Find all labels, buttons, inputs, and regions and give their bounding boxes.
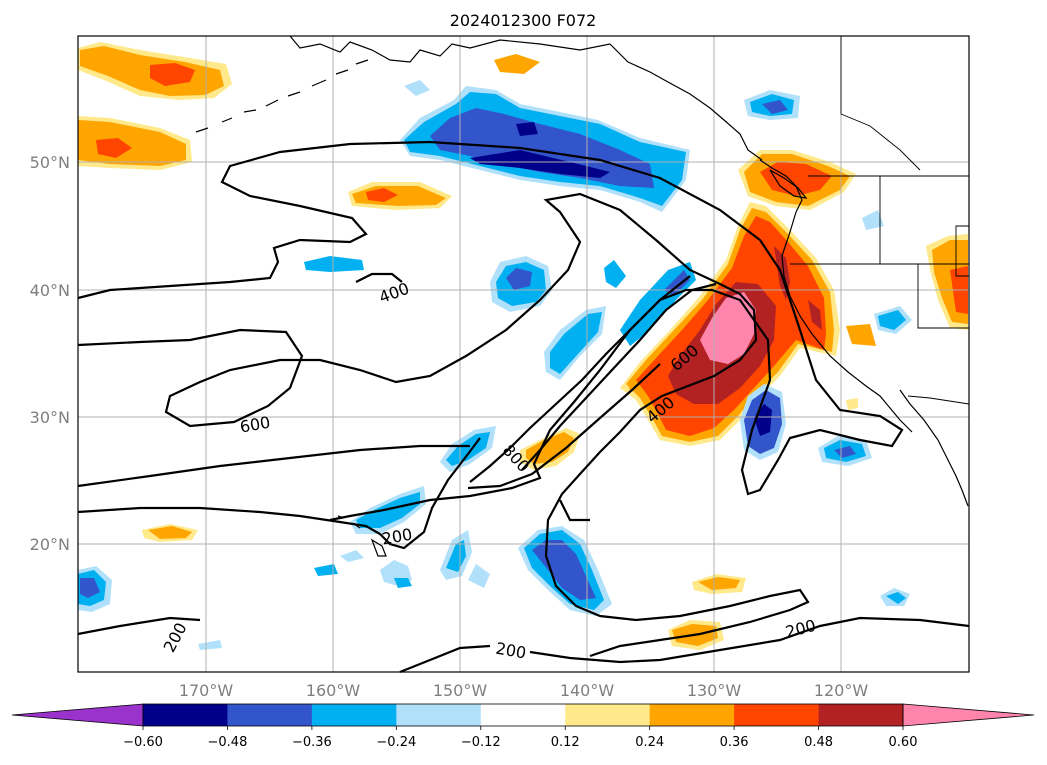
- neg-anomaly-patch: [470, 150, 610, 178]
- colorbar-tick-label: 0.12: [551, 735, 580, 750]
- colorbar-tick-label: 0.24: [635, 735, 664, 750]
- map-title: 2024012300 F072: [450, 11, 597, 30]
- contour-line: [521, 282, 717, 471]
- us-west-coast: [781, 211, 913, 433]
- contour-line: [559, 499, 590, 522]
- pos-anomaly-patch: [808, 300, 822, 330]
- map-frame: [77, 35, 970, 673]
- anomaly-shading: [78, 42, 968, 650]
- contour-line: [77, 616, 201, 636]
- neg-anomaly-patch: [878, 310, 906, 330]
- colorbar-segment: [480, 704, 566, 726]
- colorbar-segment: [396, 704, 482, 726]
- pos-anomaly-patch: [760, 162, 832, 196]
- colorbar-tick-label: 0.36: [720, 735, 749, 750]
- graticule: [78, 36, 969, 672]
- neg-anomaly-patch: [404, 80, 430, 96]
- aleutian-islands: [195, 59, 369, 133]
- colorbar-tick-label: −0.36: [292, 735, 332, 750]
- neg-anomaly-patch: [506, 268, 532, 290]
- longitude-label: 170°W: [179, 681, 234, 700]
- longitude-axis: 170°W 160°W 150°W 140°W 130°W 120°W: [179, 681, 869, 700]
- neg-anomaly-patch: [468, 564, 490, 588]
- longitude-label: 130°W: [687, 681, 742, 700]
- neg-anomaly-patch: [340, 550, 364, 562]
- contour-line: [529, 616, 970, 664]
- colorbar-outline: [142, 703, 904, 727]
- neg-anomaly-patch: [886, 592, 906, 604]
- pos-anomaly-patch: [628, 380, 638, 392]
- pos-anomaly-patch: [366, 188, 398, 202]
- contour-line: [355, 272, 403, 283]
- longitude-label: 140°W: [560, 681, 615, 700]
- alaska-canada-border: [840, 36, 921, 171]
- neg-anomaly-patch: [314, 564, 338, 576]
- neg-anomaly-patch: [198, 640, 222, 650]
- colorbar-tick-label: 0.48: [804, 735, 833, 750]
- contour-line: [544, 283, 810, 658]
- longitude-label: 150°W: [433, 681, 488, 700]
- latitude-label: 50°N: [30, 153, 70, 172]
- colorbar-tick-label: −0.24: [376, 735, 416, 750]
- pos-anomaly-patch: [846, 398, 858, 410]
- pos-anomaly-patch: [698, 577, 740, 590]
- neg-anomaly-patch: [550, 312, 602, 374]
- contour-line: [77, 437, 481, 550]
- latitude-label: 40°N: [30, 281, 70, 300]
- us-state-borders: [790, 176, 970, 329]
- colorbar-segment: [143, 704, 228, 726]
- neg-anomaly-patch: [604, 260, 626, 288]
- pos-anomaly-patch: [846, 324, 876, 346]
- colorbar-tick-label: −0.60: [123, 735, 163, 750]
- bc-coast: [759, 159, 803, 213]
- baja-coast: [899, 389, 969, 507]
- political-borders: [790, 36, 970, 405]
- neg-anomaly-patch: [516, 122, 538, 136]
- colorbar-segment: [565, 704, 651, 726]
- contour-line: [467, 363, 661, 490]
- colorbar-tick-label: −0.12: [461, 735, 501, 750]
- neg-anomaly-patch: [446, 540, 466, 572]
- contour-lines: [77, 140, 970, 674]
- us-mexico-border: [907, 395, 970, 405]
- map-panel: 400 600 600 400 800 200 200 200 200: [77, 35, 970, 674]
- alaska-coast: [289, 35, 763, 161]
- contour-line: [469, 275, 691, 483]
- colorbar-extend-min: [11, 703, 144, 727]
- colorbar-tick-label: −0.48: [208, 735, 248, 750]
- neg-anomaly-patch: [394, 578, 412, 588]
- pos-anomaly-patch: [494, 54, 540, 74]
- colorbar-extend-max: [902, 703, 1035, 727]
- longitude-label: 160°W: [306, 681, 361, 700]
- pos-anomaly-patch: [150, 63, 195, 86]
- neg-anomaly-patch: [304, 256, 364, 272]
- contour-line: [399, 644, 491, 674]
- neg-anomaly-patch: [834, 446, 856, 458]
- contour-line: [77, 444, 470, 488]
- colorbar-segment: [649, 704, 735, 726]
- colorbar-segment: [734, 704, 820, 726]
- longitude-label: 120°W: [814, 681, 869, 700]
- pos-anomaly-patch: [96, 138, 132, 158]
- pos-anomaly-patch: [148, 526, 192, 539]
- neg-anomaly-patch: [762, 100, 788, 114]
- vancouver-island: [769, 169, 808, 199]
- colorbar-tick-label: 0.60: [889, 735, 918, 750]
- colorbar: −0.60 −0.48 −0.36 −0.24 −0.12 0.12 0.24 0.36 0.4…: [11, 703, 1035, 750]
- neg-anomaly-patch: [862, 210, 884, 230]
- colorbar-segment: [818, 704, 904, 726]
- colorbar-segment: [311, 704, 397, 726]
- neg-anomaly-patch: [532, 540, 596, 600]
- contour-line: [77, 140, 904, 522]
- latitude-label: 30°N: [30, 408, 70, 427]
- neg-anomaly-patch: [80, 578, 100, 598]
- latitude-label: 20°N: [30, 535, 70, 554]
- colorbar-segment: [227, 704, 313, 726]
- latitude-axis: 50°N 40°N 30°N 20°N: [30, 153, 70, 554]
- contour-line: [77, 192, 721, 428]
- neg-anomaly-patch: [430, 108, 654, 188]
